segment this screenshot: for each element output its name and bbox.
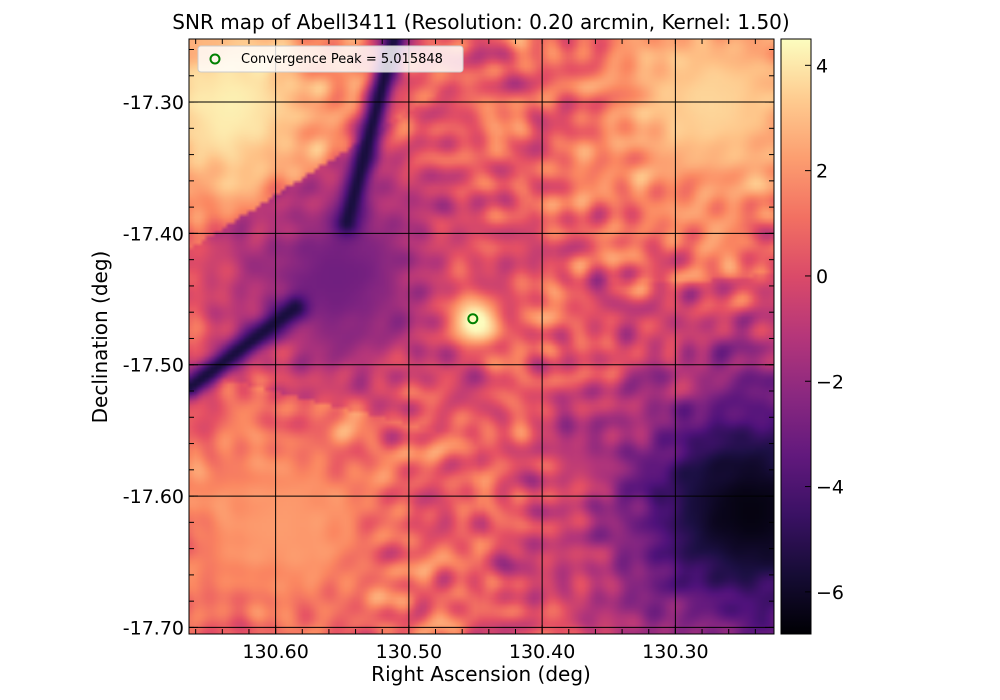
x-tick-label: 130.60 [242,641,308,663]
legend-box [197,45,464,73]
colorbar-gradient [780,38,812,635]
grid-lines [189,39,774,634]
y-axis-ticks: -17.30 -17.40 -17.50 -17.60 -17.70 [123,49,774,639]
colorbar-tick-label: 4 [816,55,828,77]
chart-title: SNR map of Abell3411 (Resolution: 0.20 a… [172,10,789,34]
x-tick-label: 130.30 [642,641,708,663]
colorbar-tick-label: 0 [816,266,828,288]
plot-area: 130.60 130.50 130.40 130.30 -17.30-17.40-17… [123,38,775,663]
colorbar-ticks: 4 2 0 −2 −4 −6 [805,55,844,604]
x-tick-label: 130.50 [376,641,442,663]
y-tick-label: -17.60 [123,486,184,508]
legend-marker-icon [209,53,221,65]
colorbar: 4 2 0 −2 −4 −6 [780,38,844,635]
colorbar-tick-label: −4 [816,477,844,499]
y-tick-label: -17.50 [123,355,184,377]
colorbar-tick-label: −2 [816,371,844,393]
y-tick-label: -17.70 [123,617,184,639]
legend: Convergence Peak = 5.015848 [197,45,464,73]
y-tick-label: -17.40 [123,223,184,245]
y-axis-label: Declination (deg) [88,251,112,424]
colorbar-tick-label: −6 [816,582,844,604]
colorbar-tick-label: 2 [816,161,828,183]
x-axis-ticks: 130.60 130.50 130.40 130.30 [195,39,756,663]
x-axis-label: Right Ascension (deg) [371,662,591,686]
legend-label: Convergence Peak = 5.015848 [241,52,443,67]
snr-heatmap [189,39,774,634]
y-tick-label: -17.30 [123,92,184,114]
plot-frame [188,38,775,635]
x-tick-label: 130.40 [509,641,575,663]
convergence-peak-marker [467,313,479,325]
